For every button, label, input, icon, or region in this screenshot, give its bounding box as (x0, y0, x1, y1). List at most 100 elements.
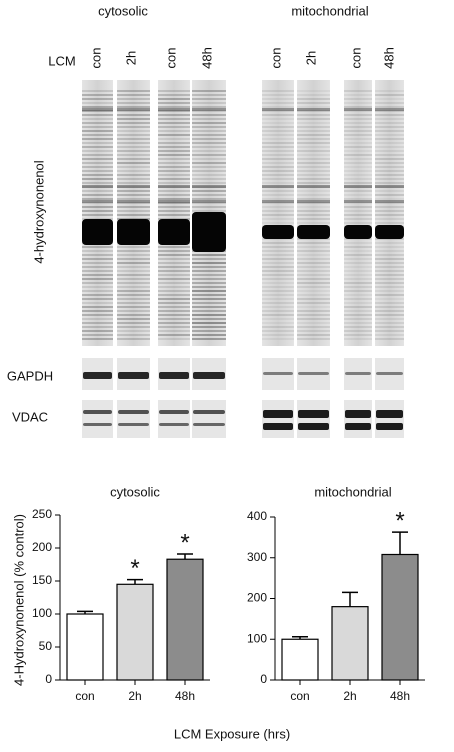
blot-band (263, 423, 293, 430)
blot-band (117, 338, 150, 340)
blot-band (158, 190, 190, 192)
blot-band (192, 106, 226, 108)
blot-band (158, 206, 190, 208)
blot-band (158, 294, 190, 296)
blot-band (344, 108, 372, 111)
blot-band (344, 290, 372, 292)
blot-band (158, 246, 190, 248)
blot-band (344, 274, 372, 276)
blot-band (262, 278, 294, 280)
blot-band (375, 118, 404, 120)
blot-band (375, 318, 404, 320)
blot-band (158, 198, 190, 200)
blot-band (117, 206, 150, 208)
blot-band (192, 212, 226, 252)
error-bar (392, 531, 408, 555)
blot-band (375, 185, 404, 188)
blot-band (82, 274, 113, 276)
blot-band (192, 118, 226, 120)
y-tick-label: 300 (247, 550, 267, 564)
blot-band (117, 290, 150, 292)
blot-band (158, 106, 190, 108)
lane-label: con (163, 48, 178, 69)
blot-band (117, 174, 150, 176)
panel-label: 4-hydroxynonenol (31, 160, 46, 263)
blot-band (82, 194, 113, 196)
blot-band (82, 198, 113, 200)
blot-band (117, 298, 150, 300)
blot-band (344, 302, 372, 304)
blot-band (262, 318, 294, 320)
blot-band (82, 314, 113, 316)
blot-band (82, 118, 113, 120)
blot-band (344, 314, 372, 316)
blot-band (345, 372, 371, 375)
blot-band (82, 270, 113, 272)
blot-band (192, 166, 226, 168)
blot-band (375, 310, 404, 312)
lane-label: 2h (123, 51, 138, 65)
blot-band (262, 126, 294, 128)
blot-band (375, 326, 404, 328)
blot-band (375, 210, 404, 212)
blot-band (158, 298, 190, 300)
blot-band (262, 94, 294, 96)
blot-band (375, 182, 404, 184)
blot-band (117, 154, 150, 156)
blot-band (158, 142, 190, 144)
blot-band (192, 182, 226, 184)
blot-band (82, 134, 113, 136)
blot-band (192, 174, 226, 176)
blot-band (344, 90, 372, 92)
blot-band (192, 202, 226, 204)
bar (166, 558, 204, 681)
blot-band (158, 138, 190, 140)
error-bar (127, 578, 143, 585)
blot-band (117, 219, 150, 245)
blot-band (192, 302, 226, 304)
blot-band (192, 286, 226, 288)
blot-band (192, 282, 226, 284)
blot-band (297, 274, 330, 276)
blot-band (375, 198, 404, 200)
error-bar (342, 591, 358, 607)
y-tick-label: 100 (32, 606, 52, 620)
blot-band (158, 286, 190, 288)
blot-band (344, 122, 372, 124)
blot-band (82, 219, 113, 245)
blot-lane (158, 80, 190, 346)
blot-band (262, 270, 294, 272)
blot-band (158, 162, 190, 164)
blot-band (375, 138, 404, 140)
blot-band (375, 290, 404, 292)
blot-band (344, 318, 372, 320)
blot-band (344, 185, 372, 188)
blot-band (262, 210, 294, 212)
blot-band (375, 254, 404, 256)
blot-band (192, 122, 226, 124)
blot-band (297, 118, 330, 120)
blot-band (344, 202, 372, 204)
lane-label: con (268, 48, 283, 69)
blot-lane (82, 400, 113, 438)
blot-band (262, 122, 294, 124)
blot-band (375, 282, 404, 284)
blot-band (297, 186, 330, 188)
lane-label: 2h (303, 51, 318, 65)
blot-band (263, 410, 293, 418)
blot-band (117, 142, 150, 144)
lane-label: con (88, 48, 103, 69)
blot-band (262, 185, 294, 188)
blot-band (344, 150, 372, 152)
blot-band (375, 246, 404, 248)
blot-band (344, 334, 372, 336)
blot-band (83, 372, 112, 379)
blot-band (297, 130, 330, 132)
blot-band (158, 214, 190, 216)
blot-band (158, 262, 190, 264)
blot-band (262, 222, 294, 224)
blot-band (297, 282, 330, 284)
blot-band (344, 194, 372, 196)
blot-band (82, 170, 113, 172)
blot-band (192, 138, 226, 140)
